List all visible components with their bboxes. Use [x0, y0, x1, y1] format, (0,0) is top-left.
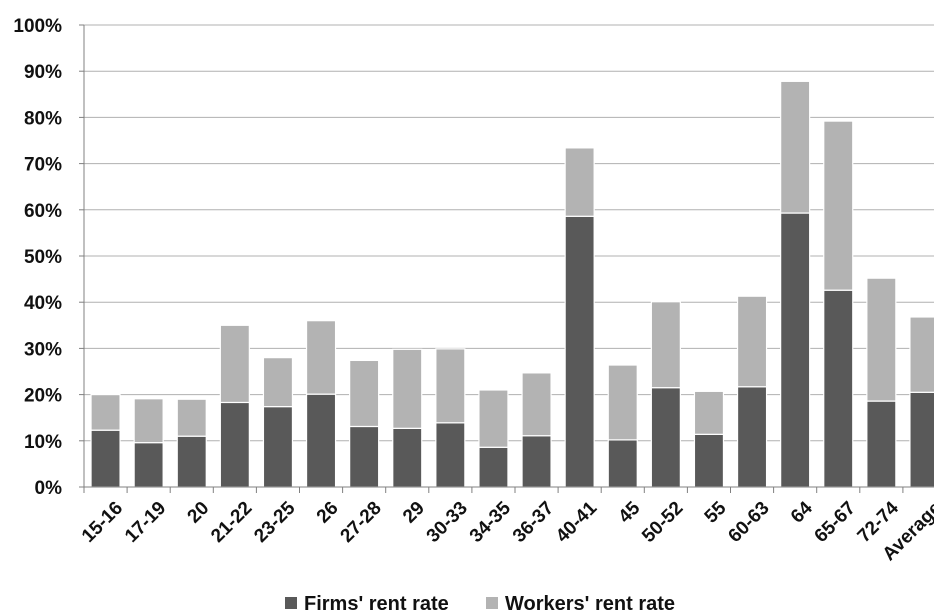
bar-workers-rent-rate	[866, 277, 897, 402]
legend-label-workers: Workers' rent rate	[505, 593, 675, 612]
x-tick-label: 27-28	[337, 498, 386, 547]
x-tick-label: 55	[701, 497, 731, 527]
y-tick-label: 10%	[24, 432, 62, 453]
y-tick-label: 90%	[24, 62, 62, 83]
bar-firms-rent-rate	[650, 387, 681, 488]
y-tick-label: 100%	[13, 16, 62, 37]
bar-workers-rent-rate	[349, 359, 380, 428]
x-tick-label: 29	[399, 498, 429, 528]
y-tick-label: 60%	[24, 201, 62, 222]
bar-firms-rent-rate	[909, 391, 934, 488]
bar-firms-rent-rate	[521, 435, 552, 488]
bar-firms-rent-rate	[219, 401, 250, 488]
bar-workers-rent-rate	[909, 316, 934, 393]
bar-workers-rent-rate	[392, 348, 423, 429]
legend-label-firms: Firms' rent rate	[304, 593, 449, 612]
x-tick-label: 40-41	[552, 497, 602, 547]
bar-firms-rent-rate	[176, 435, 207, 488]
bar-workers-rent-rate	[693, 390, 725, 435]
bar-workers-rent-rate	[133, 398, 164, 444]
bar-firms-rent-rate	[262, 406, 294, 488]
bar-workers-rent-rate	[521, 372, 552, 437]
x-tick-label: 60-63	[724, 498, 773, 547]
bar-firms-rent-rate	[305, 393, 337, 488]
bar-firms-rent-rate	[607, 439, 638, 488]
x-tick-label: 34-35	[466, 497, 516, 547]
bar-firms-rent-rate	[866, 400, 897, 488]
y-tick-label: 30%	[24, 339, 62, 360]
bar-firms-rent-rate	[693, 433, 725, 488]
x-tick-label: 23-25	[250, 497, 300, 547]
y-tick-label: 0%	[35, 478, 63, 499]
bar-firms-rent-rate	[90, 429, 121, 488]
bar-workers-rent-rate	[564, 147, 595, 217]
y-tick-label: 70%	[24, 155, 62, 176]
legend-swatch-workers	[486, 597, 498, 609]
x-tick-label: 65-67	[811, 498, 860, 547]
y-tick-label: 50%	[24, 247, 62, 268]
x-tick-label: 45	[615, 497, 645, 527]
bar-workers-rent-rate	[780, 80, 811, 214]
x-tick-label: 26	[313, 498, 343, 528]
bar-workers-rent-rate	[219, 324, 250, 404]
x-tick-label: 21-22	[207, 498, 256, 547]
bar-workers-rent-rate	[823, 120, 854, 291]
y-tick-label: 20%	[24, 386, 62, 407]
y-tick-label: 80%	[24, 108, 62, 129]
bar-firms-rent-rate	[392, 427, 423, 488]
x-tick-label: 36-37	[509, 498, 558, 547]
bar-workers-rent-rate	[176, 398, 207, 437]
y-tick-label: 40%	[24, 293, 62, 314]
bar-firms-rent-rate	[823, 289, 854, 488]
bar-workers-rent-rate	[90, 394, 121, 431]
bar-workers-rent-rate	[736, 295, 768, 388]
x-tick-label: 17-19	[121, 498, 170, 547]
legend-swatch-firms	[285, 597, 297, 609]
bar-firms-rent-rate	[435, 422, 466, 488]
x-tick-label: 50-52	[638, 498, 687, 547]
bar-workers-rent-rate	[607, 364, 638, 441]
bar-workers-rent-rate	[478, 389, 509, 448]
bar-workers-rent-rate	[650, 301, 681, 389]
bar-firms-rent-rate	[564, 215, 595, 488]
legend: Firms' rent rate Workers' rent rate	[285, 593, 675, 612]
bar-firms-rent-rate	[133, 442, 164, 488]
bar-firms-rent-rate	[478, 446, 509, 488]
bar-workers-rent-rate	[435, 348, 466, 424]
bar-workers-rent-rate	[262, 357, 294, 408]
bars	[90, 80, 934, 488]
x-tick-label: 64	[787, 497, 817, 527]
bar-firms-rent-rate	[780, 212, 811, 488]
bar-workers-rent-rate	[305, 320, 337, 395]
x-tick-label: 30-33	[423, 498, 472, 547]
x-tick-label: 15-16	[78, 498, 127, 547]
y-tick-labels: 0% 10% 20% 30% 40% 50% 60% 70% 80% 90% 100%	[13, 16, 84, 499]
bar-firms-rent-rate	[736, 386, 768, 488]
x-tick-label: 20	[184, 498, 214, 528]
bar-firms-rent-rate	[349, 425, 380, 488]
